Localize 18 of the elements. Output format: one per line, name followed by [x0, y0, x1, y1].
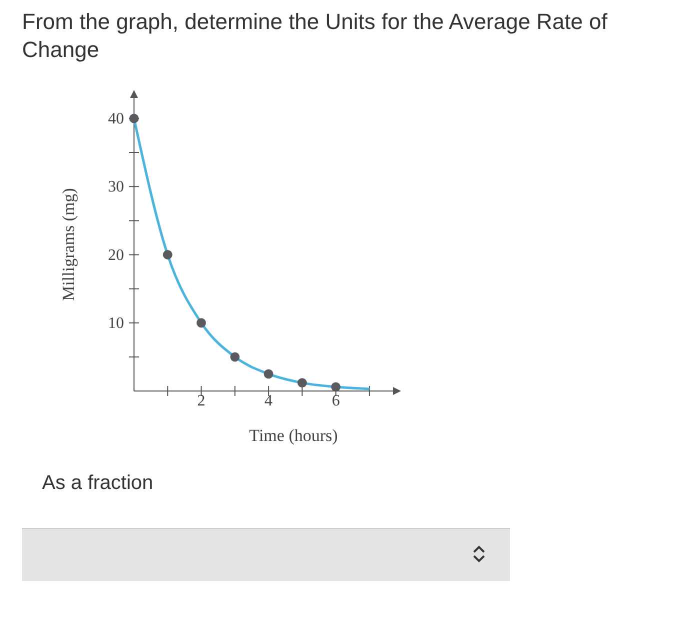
point — [230, 352, 240, 362]
point — [264, 369, 274, 379]
y-axis-title: Milligrams (mg) — [59, 188, 78, 301]
y-tick-label: 10 — [108, 314, 124, 332]
point — [297, 378, 307, 388]
y-tick-label: 40 — [108, 110, 124, 128]
point — [129, 114, 139, 124]
y-tick-label: 20 — [108, 246, 124, 264]
text: As a fraction — [42, 472, 154, 495]
x-axis-title: Time (hours) — [249, 426, 338, 445]
chart-title: From the graph, determine the Units for the Average Rate of Change — [22, 8, 608, 64]
x-tick-label: 4 — [264, 392, 273, 410]
x-tick-label: 6 — [332, 392, 340, 410]
point — [331, 382, 341, 392]
y-tick-label: 30 — [108, 178, 124, 196]
x-tick-label: 2 — [197, 392, 206, 410]
point — [196, 318, 206, 328]
point — [162, 250, 172, 260]
